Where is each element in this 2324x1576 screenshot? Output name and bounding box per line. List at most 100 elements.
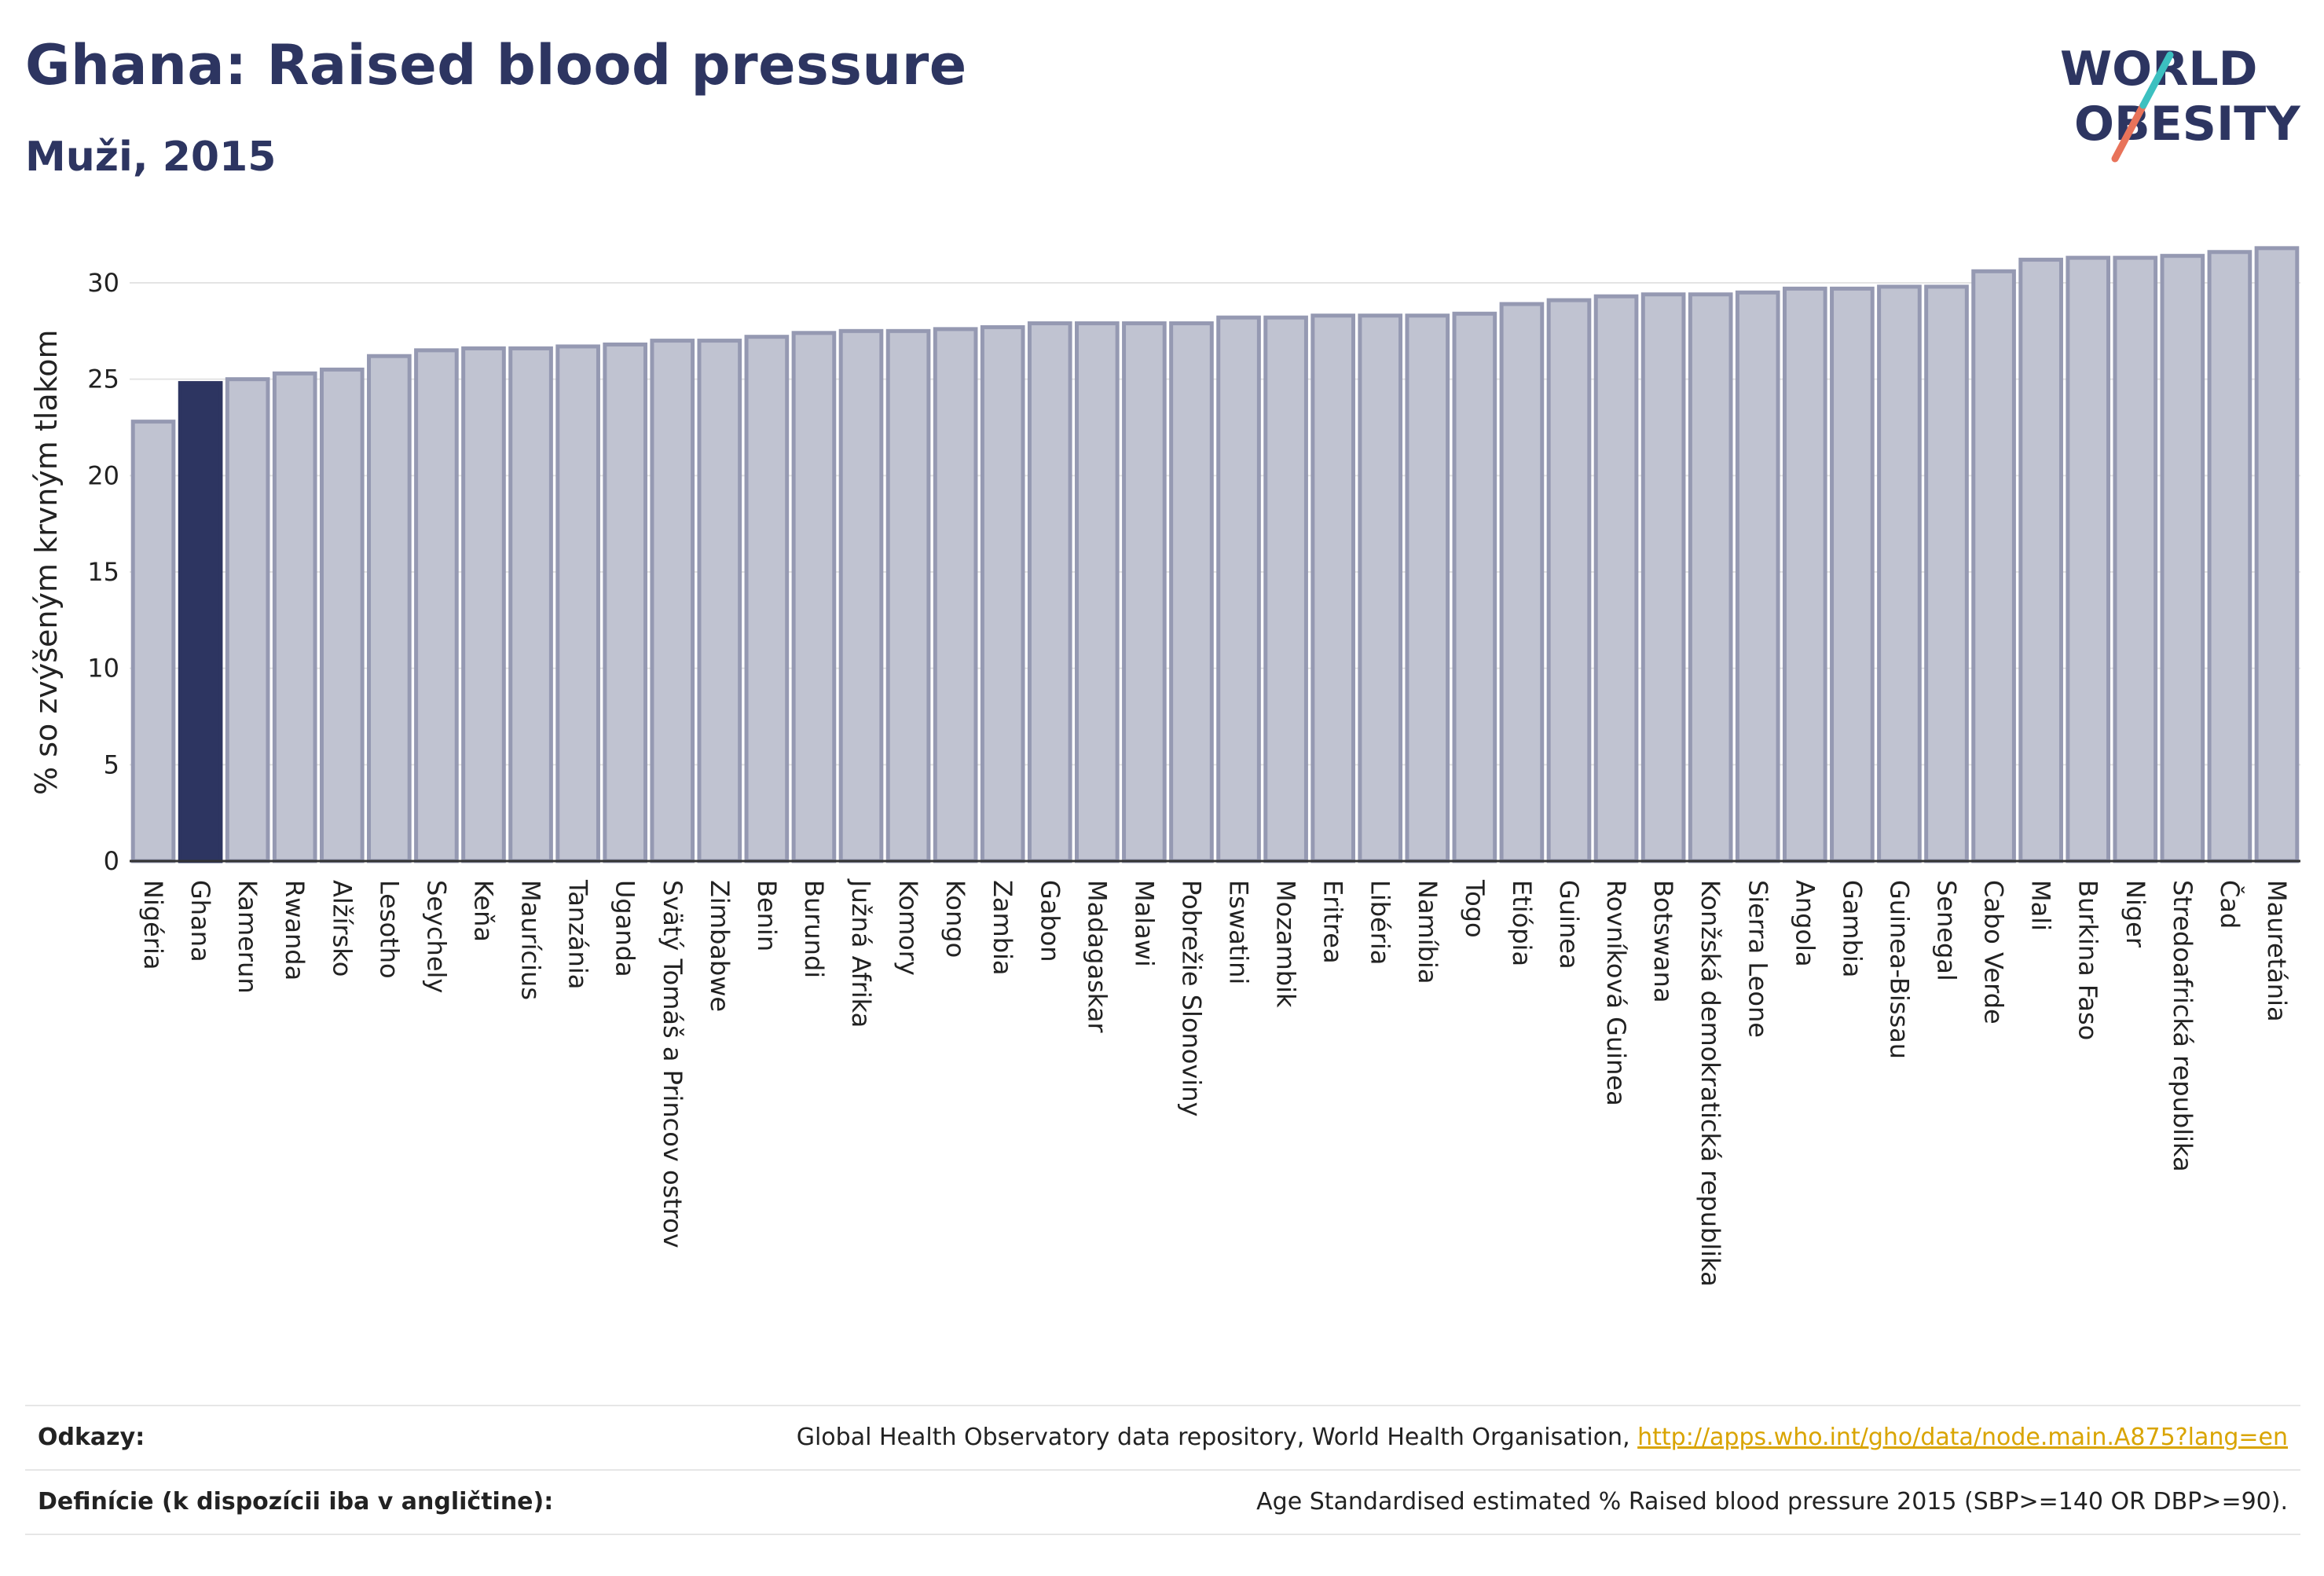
- refs-label: Odkazy:: [38, 1424, 145, 1451]
- bar-Madagaskar[interactable]: [1075, 321, 1120, 863]
- x-tick-label: Nigéria: [138, 880, 168, 969]
- bar-Togo[interactable]: [1452, 311, 1497, 863]
- bar-Malawi[interactable]: [1122, 321, 1167, 863]
- bar-Nigéria[interactable]: [130, 420, 176, 863]
- bar-Rovníková Guinea[interactable]: [1593, 294, 1639, 863]
- x-tick-label: Ghana: [185, 880, 215, 962]
- bar-Pobrežie Slonoviny[interactable]: [1169, 321, 1214, 863]
- bar-Benin[interactable]: [744, 335, 790, 863]
- footer-divider-mid: [25, 1469, 2300, 1471]
- x-tick-label: Malawi: [1129, 880, 1159, 967]
- refs-link[interactable]: http://apps.who.int/gho/data/node.main.A…: [1637, 1424, 2288, 1451]
- bar-Burkina Faso[interactable]: [2066, 255, 2111, 863]
- x-tick-label: Botswana: [1648, 880, 1678, 1002]
- footer-divider-bottom: [25, 1534, 2300, 1535]
- x-tick-label: Alžírsko: [327, 880, 357, 977]
- x-tick-label: Rovníková Guinea: [1601, 880, 1631, 1106]
- refs-value: Global Health Observatory data repositor…: [797, 1424, 2288, 1451]
- x-tick-label: Eswatini: [1224, 880, 1254, 984]
- bar-Kamerun[interactable]: [225, 377, 270, 863]
- x-tick-label: Niger: [2121, 880, 2150, 948]
- world-obesity-logo: WORLD OBESITY: [2060, 42, 2301, 163]
- x-tick-label: Guinea: [1554, 880, 1584, 969]
- x-tick-label: Mozambik: [1271, 880, 1301, 1008]
- bar-chart: 0 5 10 15 20 25 30 Nigéria Ghana Kamerun Rwanda Al…: [29, 246, 2300, 1287]
- y-tick-label: 0: [104, 846, 119, 876]
- bar-Burundi[interactable]: [791, 331, 837, 863]
- bar-Namíbia[interactable]: [1405, 313, 1450, 863]
- x-tick-label: Mali: [2026, 880, 2056, 931]
- bar-Uganda[interactable]: [603, 343, 648, 863]
- bar-Stredoafrická republika[interactable]: [2160, 254, 2205, 863]
- bar-Keňa[interactable]: [461, 346, 506, 863]
- bar-Tanzánia[interactable]: [555, 344, 600, 863]
- bar-Seychely[interactable]: [414, 348, 459, 863]
- bar-Guinea[interactable]: [1546, 298, 1592, 863]
- y-tick-label: 20: [87, 460, 119, 490]
- bar-Kongo[interactable]: [933, 327, 978, 863]
- y-tick-label: 5: [104, 750, 119, 779]
- x-tick-label: Etiópia: [1507, 880, 1537, 966]
- bar-Alžírsko[interactable]: [319, 367, 365, 863]
- x-tick-label: Burundi: [799, 880, 829, 978]
- y-tick-label: 15: [87, 557, 119, 587]
- bar-Gabon[interactable]: [1027, 321, 1072, 863]
- y-axis-label: % so zvýšeným krvným tlakom: [29, 329, 64, 795]
- y-tick-label: 10: [87, 654, 119, 684]
- bar-Ghana[interactable]: [178, 381, 223, 863]
- x-tick-label: Tanzánia: [563, 879, 593, 989]
- x-tick-label: Svätý Tomáš a Princov ostrov: [658, 880, 687, 1248]
- defs-label: Definície (k dispozícii iba v angličtine…: [38, 1488, 554, 1516]
- bar-Čad[interactable]: [2207, 250, 2253, 863]
- bar-Rwanda[interactable]: [272, 371, 317, 863]
- x-tick-label: Kamerun: [233, 880, 262, 994]
- bar-Lesotho[interactable]: [367, 354, 412, 863]
- bar-Niger[interactable]: [2113, 255, 2158, 863]
- bar-Sierra Leone[interactable]: [1735, 290, 1780, 863]
- x-tick-label: Sierra Leone: [1743, 880, 1772, 1038]
- x-tick-label: Gambia: [1837, 880, 1867, 977]
- bar-Zimbabwe[interactable]: [697, 339, 742, 863]
- x-tick-label: Komory: [893, 880, 923, 976]
- page-subtitle: Muži, 2015: [25, 134, 277, 181]
- bar-Botswana[interactable]: [1640, 292, 1686, 863]
- x-tick-label: Kongo: [940, 880, 970, 958]
- bar-Guinea-Bissau[interactable]: [1877, 284, 1922, 863]
- x-tick-label: Rwanda: [280, 880, 310, 980]
- x-tick-label: Zimbabwe: [705, 880, 735, 1012]
- footer-defs-row: Definície (k dispozícii iba v angličtine…: [25, 1488, 2300, 1527]
- x-tick-label: Lesotho: [374, 880, 404, 979]
- bar-Zambia[interactable]: [980, 324, 1025, 863]
- x-tick-label: Mauretánia: [2262, 880, 2292, 1022]
- page-title: Ghana: Raised blood pressure: [25, 33, 967, 97]
- bar-Komory[interactable]: [885, 328, 931, 863]
- x-tick-label: Senegal: [1932, 880, 1962, 981]
- y-tick-label: 30: [87, 268, 119, 298]
- bar-Angola[interactable]: [1782, 286, 1827, 863]
- x-tick-label: Seychely: [421, 880, 451, 993]
- x-tick-label: Togo: [1460, 879, 1490, 938]
- x-tick-label: Benin: [752, 880, 782, 951]
- x-tick-label: Cabo Verde: [1979, 880, 2009, 1024]
- bar-Senegal[interactable]: [1924, 284, 1969, 863]
- bar-Južná Afrika[interactable]: [838, 328, 884, 863]
- x-tick-label: Čad: [2215, 880, 2245, 929]
- bar-Etiópia[interactable]: [1499, 302, 1545, 863]
- bar-Cabo Verde[interactable]: [1971, 269, 2016, 863]
- bar-Eritrea[interactable]: [1310, 313, 1355, 863]
- bar-Maurícius[interactable]: [508, 346, 553, 863]
- bar-Mali[interactable]: [2018, 258, 2063, 863]
- x-tick-label: Libéria: [1365, 880, 1395, 965]
- bar-Eswatini[interactable]: [1216, 315, 1261, 863]
- bar-Mozambik[interactable]: [1263, 315, 1308, 863]
- footer-divider-top: [25, 1405, 2300, 1406]
- bar-Gambia[interactable]: [1830, 286, 1875, 863]
- x-tick-label: Guinea-Bissau: [1884, 880, 1914, 1059]
- x-tick-label: Konžská demokratická republika: [1695, 880, 1725, 1287]
- bar-Libéria[interactable]: [1358, 313, 1403, 863]
- bar-Konžská demokratická republika[interactable]: [1688, 292, 1733, 863]
- bar-Svätý Tomáš a Princov ostrov[interactable]: [650, 339, 695, 863]
- bar-Mauretánia[interactable]: [2254, 246, 2300, 863]
- x-tick-label: Južná Afrika: [846, 878, 876, 1028]
- x-tick-label: Maurícius: [516, 880, 546, 1000]
